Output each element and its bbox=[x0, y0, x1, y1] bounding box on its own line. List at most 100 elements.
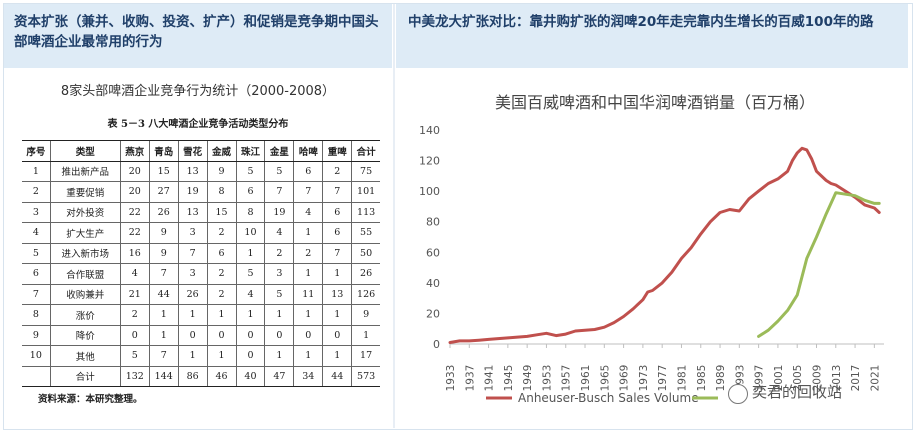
table-cell: 涨价 bbox=[49, 304, 121, 326]
column-header: 燕京 bbox=[119, 140, 150, 162]
panel-divider bbox=[393, 4, 395, 428]
table-cell: 7 bbox=[148, 263, 179, 285]
table-cell: 4 bbox=[22, 222, 51, 244]
table-row: 8 涨价 2 1 1 1 1 1 1 1 9 bbox=[22, 304, 380, 326]
table-cell: 46 bbox=[206, 366, 237, 387]
table-cell: 132 bbox=[119, 366, 150, 387]
table-cell: 144 bbox=[148, 366, 179, 387]
wechat-logo-icon bbox=[728, 384, 748, 404]
table-cell: 1 bbox=[177, 345, 208, 367]
table-cell: 8 bbox=[206, 181, 237, 203]
column-header: 序号 bbox=[22, 140, 51, 162]
table-caption: 8家头部啤酒企业竞争行为统计（2000-2008） bbox=[60, 84, 336, 99]
table-cell: 4 bbox=[264, 222, 294, 244]
table-cell: 34 bbox=[293, 366, 323, 387]
table-cell: 8 bbox=[22, 304, 51, 326]
table-cell: 1 bbox=[293, 345, 323, 367]
table-cell: 50 bbox=[351, 243, 380, 264]
table-cell: 合计 bbox=[49, 366, 121, 387]
table-cell: 44 bbox=[148, 284, 179, 305]
table-cell: 0 bbox=[293, 325, 323, 346]
table-cell: 1 bbox=[293, 304, 323, 326]
table-body: 1 推出新产品 20 15 13 9 5 5 6 2 75 2 重要促销 20 27 19 8 6 7 7 7 101 3 对… bbox=[22, 161, 380, 387]
table-row: 3 对外投资 22 26 13 15 8 19 4 6 113 bbox=[22, 202, 380, 223]
table-cell: 6 bbox=[235, 181, 265, 203]
table-cell: 15 bbox=[206, 202, 237, 223]
column-header: 雪花 bbox=[177, 140, 208, 162]
table-cell: 7 bbox=[322, 181, 352, 203]
table-cell: 13 bbox=[177, 161, 208, 182]
table-cell: 573 bbox=[351, 366, 380, 387]
table-cell: 1 bbox=[206, 345, 237, 367]
table-cell: 0 bbox=[206, 325, 237, 346]
table-cell: 其他 bbox=[49, 345, 121, 367]
table-cell: 9 bbox=[351, 304, 380, 326]
table-cell: 2 bbox=[206, 263, 237, 285]
table-cell: 9 bbox=[22, 325, 51, 346]
table-note: 资料来源：本研究整理。 bbox=[38, 394, 143, 405]
table-cell: 2 bbox=[264, 243, 294, 264]
table-cell: 5 bbox=[264, 161, 294, 182]
table-cell: 4 bbox=[293, 202, 323, 223]
table-cell: 10 bbox=[235, 222, 265, 244]
table-cell: 0 bbox=[177, 325, 208, 346]
table-cell: 0 bbox=[264, 325, 294, 346]
table-cell: 5 bbox=[264, 284, 294, 305]
page-frame bbox=[3, 3, 913, 430]
table-row: 5 进入新市场 16 9 7 6 1 2 2 7 50 bbox=[22, 243, 380, 264]
table-cell: 7 bbox=[293, 181, 323, 203]
table-cell: 1 bbox=[322, 345, 352, 367]
table-cell: 16 bbox=[119, 243, 150, 264]
table-cell: 1 bbox=[264, 345, 294, 367]
table-cell: 20 bbox=[119, 181, 150, 203]
table-cell: 1 bbox=[322, 304, 352, 326]
column-header: 重啤 bbox=[322, 140, 352, 162]
table-cell: 7 bbox=[322, 243, 352, 264]
table-row: 9 降价 0 1 0 0 0 0 0 0 1 bbox=[22, 325, 380, 346]
table-cell: 55 bbox=[351, 222, 380, 244]
table-cell: 1 bbox=[264, 304, 294, 326]
table-total-row: 合计 132 144 86 46 40 47 34 44 573 bbox=[22, 366, 380, 387]
column-header: 合计 bbox=[351, 140, 380, 162]
table-cell: 2 bbox=[206, 284, 237, 305]
table-cell: 3 bbox=[177, 263, 208, 285]
table-cell: 1 bbox=[293, 263, 323, 285]
table-cell: 40 bbox=[235, 366, 265, 387]
table-cell: 2 bbox=[322, 161, 352, 182]
table-cell: 7 bbox=[264, 181, 294, 203]
table-cell: 26 bbox=[148, 202, 179, 223]
table-cell: 7 bbox=[177, 243, 208, 264]
table-cell: 对外投资 bbox=[49, 202, 121, 223]
table-title: 表 5－3 八大啤酒企业竞争活动类型分布 bbox=[107, 119, 289, 130]
table-cell: 126 bbox=[351, 284, 380, 305]
table-cell: 26 bbox=[351, 263, 380, 285]
table-cell: 10 bbox=[22, 345, 51, 367]
table-cell: 0 bbox=[119, 325, 150, 346]
table-cell: 进入新市场 bbox=[49, 243, 121, 264]
table-cell: 1 bbox=[293, 222, 323, 244]
table-cell: 7 bbox=[148, 345, 179, 367]
table-cell: 6 bbox=[322, 222, 352, 244]
column-header: 类型 bbox=[49, 140, 121, 162]
left-header: 资本扩张（兼并、收购、投资、扩产）和促销是竞争期中国头部啤酒企业最常用的行为 bbox=[4, 4, 392, 68]
table-cell: 17 bbox=[351, 345, 380, 367]
table-cell: 1 bbox=[322, 263, 352, 285]
table-cell: 2 bbox=[206, 222, 237, 244]
column-header: 金威 bbox=[206, 140, 237, 162]
table-cell: 0 bbox=[235, 345, 265, 367]
table-cell: 6 bbox=[322, 202, 352, 223]
table-cell: 3 bbox=[22, 202, 51, 223]
competition-table: 序号 类型 燕京 青岛 雪花 金威 珠江 金星 哈啤 重啤 合计 1 推出新产品 20 15 13 9 5 5 6 2… bbox=[22, 140, 380, 387]
table-row: 6 合作联盟 4 7 3 2 5 3 1 1 26 bbox=[22, 263, 380, 285]
table-cell: 1 bbox=[351, 325, 380, 346]
table-cell: 1 bbox=[148, 325, 179, 346]
table-cell: 113 bbox=[351, 202, 380, 223]
table-cell: 0 bbox=[322, 325, 352, 346]
table-cell: 11 bbox=[293, 284, 323, 305]
table-cell: 4 bbox=[235, 284, 265, 305]
table-row: 4 扩大生产 22 9 3 2 10 4 1 6 55 bbox=[22, 222, 380, 244]
table-cell: 扩大生产 bbox=[49, 222, 121, 244]
table-cell: 1 bbox=[206, 304, 237, 326]
table-cell: 9 bbox=[148, 243, 179, 264]
right-header: 中美龙大扩张对比：靠井购扩张的润啤20年走完靠内生增长的百威100年的路 bbox=[396, 4, 908, 68]
